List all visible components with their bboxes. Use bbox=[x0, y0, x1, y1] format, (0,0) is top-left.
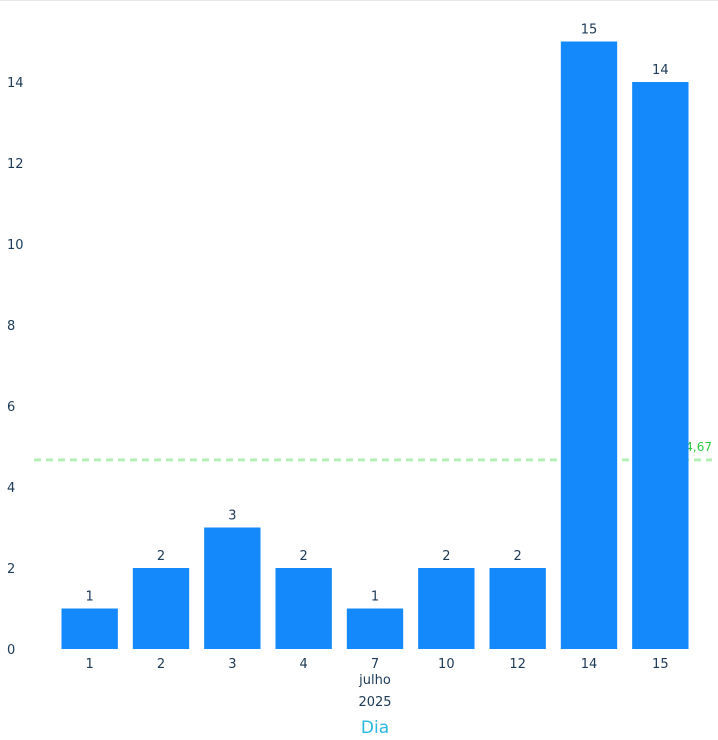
bar bbox=[132, 568, 190, 649]
bar-value-label: 2 bbox=[514, 549, 522, 564]
bar-value-label: 3 bbox=[228, 509, 236, 524]
y-tick-label: 14 bbox=[7, 76, 24, 91]
bar bbox=[418, 568, 475, 649]
bar-value-label: 2 bbox=[300, 549, 308, 564]
y-tick-label: 10 bbox=[7, 238, 24, 253]
bar-series bbox=[61, 41, 689, 649]
x-tick-label: 7 bbox=[371, 657, 379, 672]
x-tick-label: 4 bbox=[300, 657, 308, 672]
bar bbox=[346, 608, 404, 649]
x-tick-label: 10 bbox=[438, 657, 455, 672]
x-year-label: 2025 bbox=[358, 695, 391, 710]
bar-value-label: 2 bbox=[157, 549, 165, 564]
y-tick-label: 6 bbox=[7, 400, 15, 415]
bar-value-label: 15 bbox=[581, 23, 598, 38]
bar bbox=[204, 527, 261, 649]
y-tick-label: 2 bbox=[7, 562, 15, 577]
bar bbox=[560, 41, 618, 649]
y-tick-label: 8 bbox=[7, 319, 15, 334]
x-tick-label: 15 bbox=[652, 657, 669, 672]
y-axis: 0 2 4 6 8 10 12 14 bbox=[7, 76, 24, 658]
bar bbox=[632, 82, 689, 649]
bar-value-label: 1 bbox=[86, 590, 94, 605]
bar bbox=[61, 608, 118, 649]
x-tick-label: 3 bbox=[228, 657, 236, 672]
top-border bbox=[0, 0, 718, 1]
bar bbox=[275, 568, 332, 649]
reference-line-label: 4,67 bbox=[685, 440, 712, 454]
bar-value-label: 14 bbox=[652, 63, 669, 78]
y-tick-label: 12 bbox=[7, 157, 24, 172]
x-tick-label: 14 bbox=[581, 657, 598, 672]
x-axis-title: Dia bbox=[361, 718, 389, 738]
bar bbox=[489, 568, 546, 649]
y-tick-label: 0 bbox=[7, 643, 15, 658]
bar-value-label: 2 bbox=[442, 549, 450, 564]
bar-value-label: 1 bbox=[371, 590, 379, 605]
x-month-label: julho bbox=[358, 673, 391, 688]
x-tick-label: 1 bbox=[86, 657, 94, 672]
y-tick-label: 4 bbox=[7, 481, 15, 496]
x-axis: julho 2025 Dia 1 2 3 4 7 10 12 14 15 bbox=[86, 657, 669, 738]
x-tick-label: 12 bbox=[509, 657, 526, 672]
data-labels: 1 2 3 2 1 2 2 15 14 bbox=[86, 23, 669, 605]
x-tick-label: 2 bbox=[157, 657, 165, 672]
